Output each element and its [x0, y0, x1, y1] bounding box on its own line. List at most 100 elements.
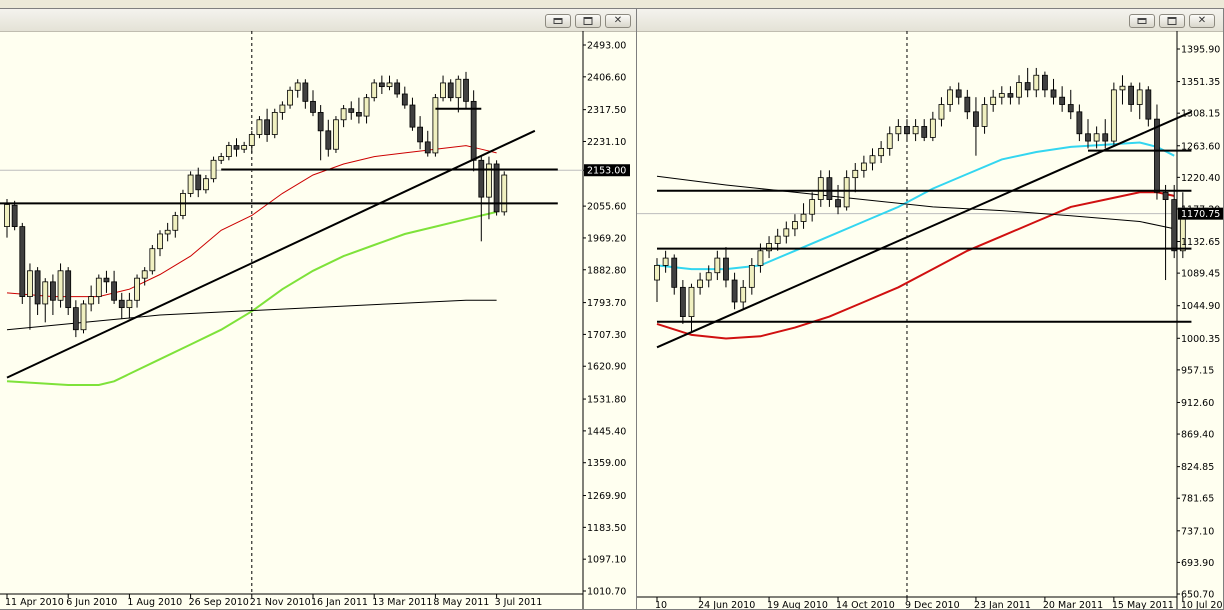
current-price-box [584, 164, 630, 177]
x-tick-label: 16 Jan 2011 [311, 597, 368, 608]
candle [325, 119, 332, 157]
y-tick-label: 912.60 [1181, 398, 1214, 409]
candle-body [1007, 93, 1014, 98]
candle-body [218, 156, 225, 161]
chart-window-left: ✕ 2493.00 2406.60 2317.50 2231.10 2153.00 205… [0, 8, 640, 610]
candle [990, 89, 997, 112]
minimize-button[interactable] [545, 14, 571, 28]
candle [233, 138, 240, 157]
candle [57, 263, 64, 308]
x-tick-label: 9 Dec 2010 [905, 600, 960, 610]
y-tick-label: 1308.15 [1181, 109, 1220, 120]
restore-button[interactable] [575, 14, 601, 28]
candle-body [1050, 89, 1057, 98]
candle-body [843, 177, 850, 208]
candle [1102, 119, 1109, 149]
candle-body [202, 178, 209, 191]
candle [766, 236, 772, 259]
price-chart-right[interactable]: 1395.901351.351308.151263.601220.401177.… [637, 9, 1224, 610]
candle [800, 203, 807, 229]
candle [256, 116, 263, 139]
candle [817, 170, 824, 207]
moving-average-line [656, 141, 1175, 271]
candle-body [187, 174, 194, 194]
candle [955, 82, 962, 105]
candle-body [774, 235, 781, 244]
candle [111, 270, 117, 304]
candle [921, 119, 928, 142]
candle [126, 292, 133, 319]
candle [187, 171, 194, 198]
candle-body [302, 82, 309, 102]
candle-body [233, 145, 240, 150]
candle [486, 156, 492, 220]
y-tick-label: 2493.00 [587, 41, 626, 52]
candle-body [164, 229, 171, 235]
moving-average-line [6, 210, 497, 386]
candle [103, 270, 110, 293]
candle [164, 222, 171, 242]
candle-body [714, 257, 721, 274]
candle-body [783, 228, 790, 237]
candle [869, 148, 876, 171]
candle [394, 79, 401, 98]
current-price-label: 1170.75 [1181, 209, 1220, 220]
close-button[interactable]: ✕ [605, 14, 631, 28]
candle-body [210, 159, 217, 180]
candle-body [826, 177, 833, 200]
candle [95, 274, 102, 304]
close-button[interactable]: ✕ [1189, 14, 1215, 28]
candle [1076, 104, 1083, 142]
y-tick-label: 1183.50 [587, 523, 626, 534]
candle [447, 79, 454, 102]
candle-body [921, 126, 928, 138]
candle [1050, 78, 1057, 105]
y-tick-label: 957.15 [1181, 365, 1214, 376]
candle [141, 267, 148, 286]
candle-body [72, 307, 79, 331]
candle-body [95, 277, 102, 297]
candle-body [1102, 133, 1109, 142]
y-tick-label: 1351.35 [1181, 77, 1220, 88]
candle-body [111, 281, 117, 301]
candle-body [1154, 118, 1160, 193]
candle [455, 75, 462, 113]
candle-body [455, 78, 462, 99]
candle [1016, 75, 1022, 105]
candle [860, 155, 867, 178]
candle [409, 97, 416, 131]
candle-body [740, 286, 747, 303]
candle [172, 211, 179, 238]
candle [340, 105, 347, 128]
candle-body [766, 243, 772, 252]
candle-body [325, 130, 332, 150]
candle [19, 222, 26, 304]
candle-body [947, 89, 953, 105]
candle-body [355, 112, 362, 117]
candle [1145, 86, 1152, 127]
restore-button[interactable] [1159, 14, 1185, 28]
candle [27, 263, 33, 330]
candle [1154, 104, 1160, 200]
chart-window-right: ✕ 1395.90 1351.35 1308.15 1263.60 1220.40 117… [636, 8, 1224, 610]
candle-body [1093, 133, 1100, 142]
candle-body [662, 257, 669, 266]
candle-body [800, 213, 807, 222]
candle [1041, 71, 1048, 98]
minimize-button[interactable] [1129, 14, 1155, 28]
candle-body [424, 141, 431, 154]
candle-body [248, 134, 255, 146]
candle-body [294, 82, 301, 91]
price-chart-left[interactable]: 2493.00 2406.60 2317.50 2231.10 2153.00 2055.… [0, 9, 640, 610]
candle-body [1136, 89, 1143, 105]
candle-body [1128, 85, 1135, 105]
candle-body [1145, 89, 1152, 120]
x-tick-label: 10 Jul 2011 [1181, 600, 1224, 610]
candle-body [938, 104, 945, 120]
candle [714, 250, 721, 281]
candle-body [417, 126, 424, 143]
candle [371, 79, 378, 102]
candle-body [348, 108, 355, 113]
candle-body [1041, 74, 1048, 91]
candle-body [256, 119, 263, 135]
